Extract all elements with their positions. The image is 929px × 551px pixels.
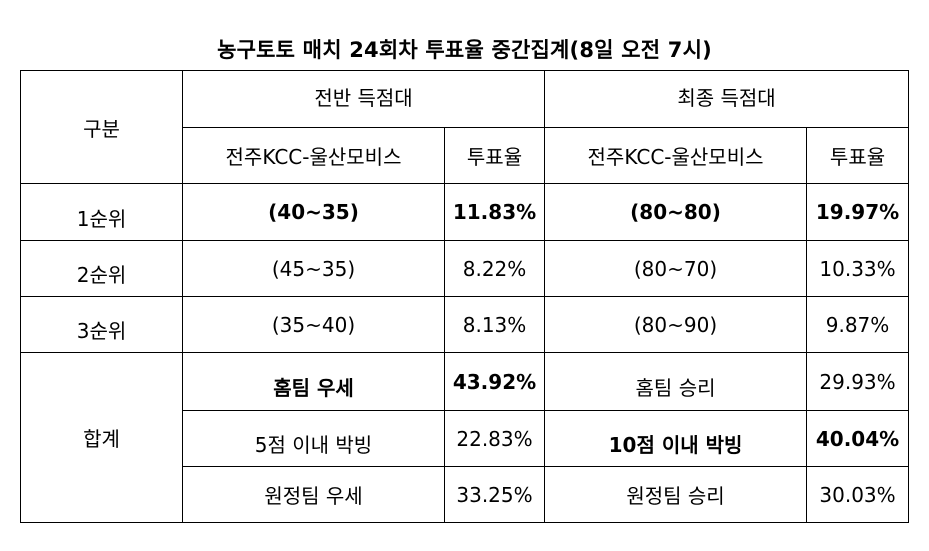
- table-row-total-1: 합계 홈팀 우세 43.92% 홈팀 승리 29.93%: [20, 352, 910, 523]
- half-range-cell: (35~40): [182, 296, 445, 353]
- final-range-cell: (80~80): [544, 183, 808, 241]
- half-rate-cell: 11.83%: [443, 183, 546, 241]
- total-label: 합계: [20, 352, 183, 523]
- final-rate-cell: 10.33%: [806, 240, 910, 297]
- table-row-rank-1: 1순위 (40~35) 11.83% (80~80) 19.97%: [20, 183, 910, 241]
- final-outcome-cell: 홈팀 승리: [544, 352, 808, 411]
- table-row-rank-2: 2순위 (45~35) 8.22% (80~70) 10.33%: [20, 240, 910, 297]
- final-rate-cell: 29.93%: [806, 352, 910, 411]
- final-outcome-cell: 10점 이내 박빙: [544, 410, 808, 467]
- vote-rate-table: 구분 전반 득점대 최종 득점대 전주KCC-울산모비스 투표율 전주KCC-울…: [20, 70, 910, 523]
- rank-label: 1순위: [20, 183, 183, 241]
- final-rate-cell: 9.87%: [806, 296, 910, 353]
- half-outcome-cell: 5점 이내 박빙: [182, 410, 445, 467]
- half-match-header: 전주KCC-울산모비스: [182, 127, 445, 184]
- half-range-cell: (40~35): [182, 183, 445, 241]
- half-group-header: 전반 득점대: [181, 70, 546, 128]
- final-range-cell: (80~70): [544, 240, 808, 297]
- header-row-groups: 구분 전반 득점대 최종 득점대: [20, 70, 910, 184]
- half-rate-cell: 33.25%: [443, 466, 546, 523]
- final-rate-cell: 30.03%: [806, 466, 910, 523]
- final-rate-cell: 40.04%: [806, 410, 910, 467]
- final-range-cell: (80~90): [544, 296, 808, 353]
- half-outcome-cell: 홈팀 우세: [182, 352, 445, 411]
- final-rate-header: 투표율: [806, 127, 910, 184]
- rank-label: 3순위: [20, 296, 183, 353]
- half-rate-cell: 22.83%: [443, 410, 546, 467]
- half-rate-header: 투표율: [443, 127, 546, 184]
- half-outcome-cell: 원정팀 우세: [182, 466, 445, 523]
- final-outcome-cell: 원정팀 승리: [544, 466, 808, 523]
- half-range-cell: (45~35): [182, 240, 445, 297]
- table-row-rank-3: 3순위 (35~40) 8.13% (80~90) 9.87%: [20, 296, 910, 353]
- final-match-header: 전주KCC-울산모비스: [544, 127, 808, 184]
- page-title: 농구토토 매치 24회차 투표율 중간집계(8일 오전 7시): [217, 38, 712, 62]
- half-rate-cell: 8.13%: [443, 296, 546, 353]
- category-header: 구분: [20, 70, 183, 184]
- final-group-header: 최종 득점대: [544, 70, 910, 128]
- half-rate-cell: 43.92%: [443, 352, 546, 411]
- final-rate-cell: 19.97%: [806, 183, 910, 241]
- table-row-total-3: 원정팀 우세 33.25% 원정팀 승리 30.03%: [21, 466, 910, 523]
- rank-label: 2순위: [20, 240, 183, 297]
- half-rate-cell: 8.22%: [443, 240, 546, 297]
